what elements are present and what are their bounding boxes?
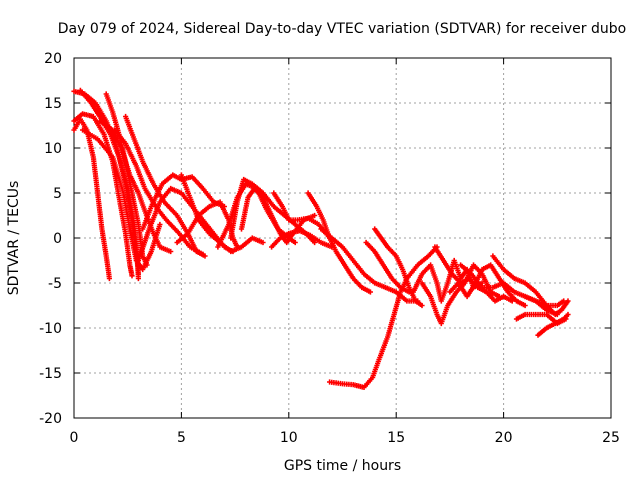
data-point-markers	[215, 181, 298, 250]
series-arc-27	[447, 262, 528, 309]
series-arc-32	[522, 293, 571, 318]
series-arc-31	[535, 311, 571, 338]
series-arc-19	[305, 190, 373, 295]
data-point-markers	[318, 226, 421, 304]
series-arc-21	[363, 239, 412, 295]
data-point-markers	[80, 127, 163, 273]
x-tick-label: 10	[280, 430, 298, 446]
x-axis-label: GPS time / hours	[284, 458, 401, 474]
series-arc-23	[327, 244, 440, 390]
series-arc-8	[112, 127, 206, 257]
series-arc-1	[71, 116, 112, 282]
y-tick-label: 0	[53, 231, 62, 247]
data-point-markers	[363, 239, 412, 295]
series-arc-13	[178, 172, 266, 255]
data-point-markers	[535, 311, 571, 338]
y-tick-label: -20	[39, 411, 62, 427]
data-point-markers	[522, 293, 571, 318]
data-point-markers	[305, 190, 373, 295]
series-arc-15	[238, 185, 318, 246]
data-points	[71, 87, 571, 390]
series-arc-20	[318, 226, 421, 304]
series-arc-16	[215, 181, 298, 250]
y-tick-label: -15	[39, 366, 62, 382]
data-point-markers	[71, 116, 112, 282]
data-point-markers	[238, 185, 318, 246]
x-tick-label: 25	[602, 430, 620, 446]
y-tick-label: 5	[53, 186, 62, 202]
data-point-markers	[269, 228, 335, 250]
data-point-markers	[178, 172, 266, 255]
x-tick-label: 5	[177, 430, 186, 446]
series-arc-6	[80, 127, 163, 273]
chart-title: Day 079 of 2024, Sidereal Day-to-day VTE…	[58, 21, 626, 37]
y-tick-label: 15	[44, 96, 62, 112]
y-tick-label: 10	[44, 141, 62, 157]
x-tick-label: 15	[387, 430, 405, 446]
x-tick-label: 0	[70, 430, 79, 446]
x-axis: 0 5 10 15 20 25	[70, 58, 620, 446]
y-axis: -20 -15 -10 -5 0 5 10 15 20	[39, 51, 611, 427]
y-axis-label: SDTVAR / TECUs	[6, 181, 22, 296]
x-tick-label: 20	[495, 430, 513, 446]
series-arc-17	[269, 228, 335, 250]
y-tick-label: 20	[44, 51, 62, 67]
data-point-markers	[447, 262, 528, 309]
data-point-markers	[327, 244, 440, 390]
y-tick-label: -10	[39, 321, 62, 337]
y-tick-label: -5	[48, 276, 62, 292]
data-point-markers	[112, 127, 206, 257]
